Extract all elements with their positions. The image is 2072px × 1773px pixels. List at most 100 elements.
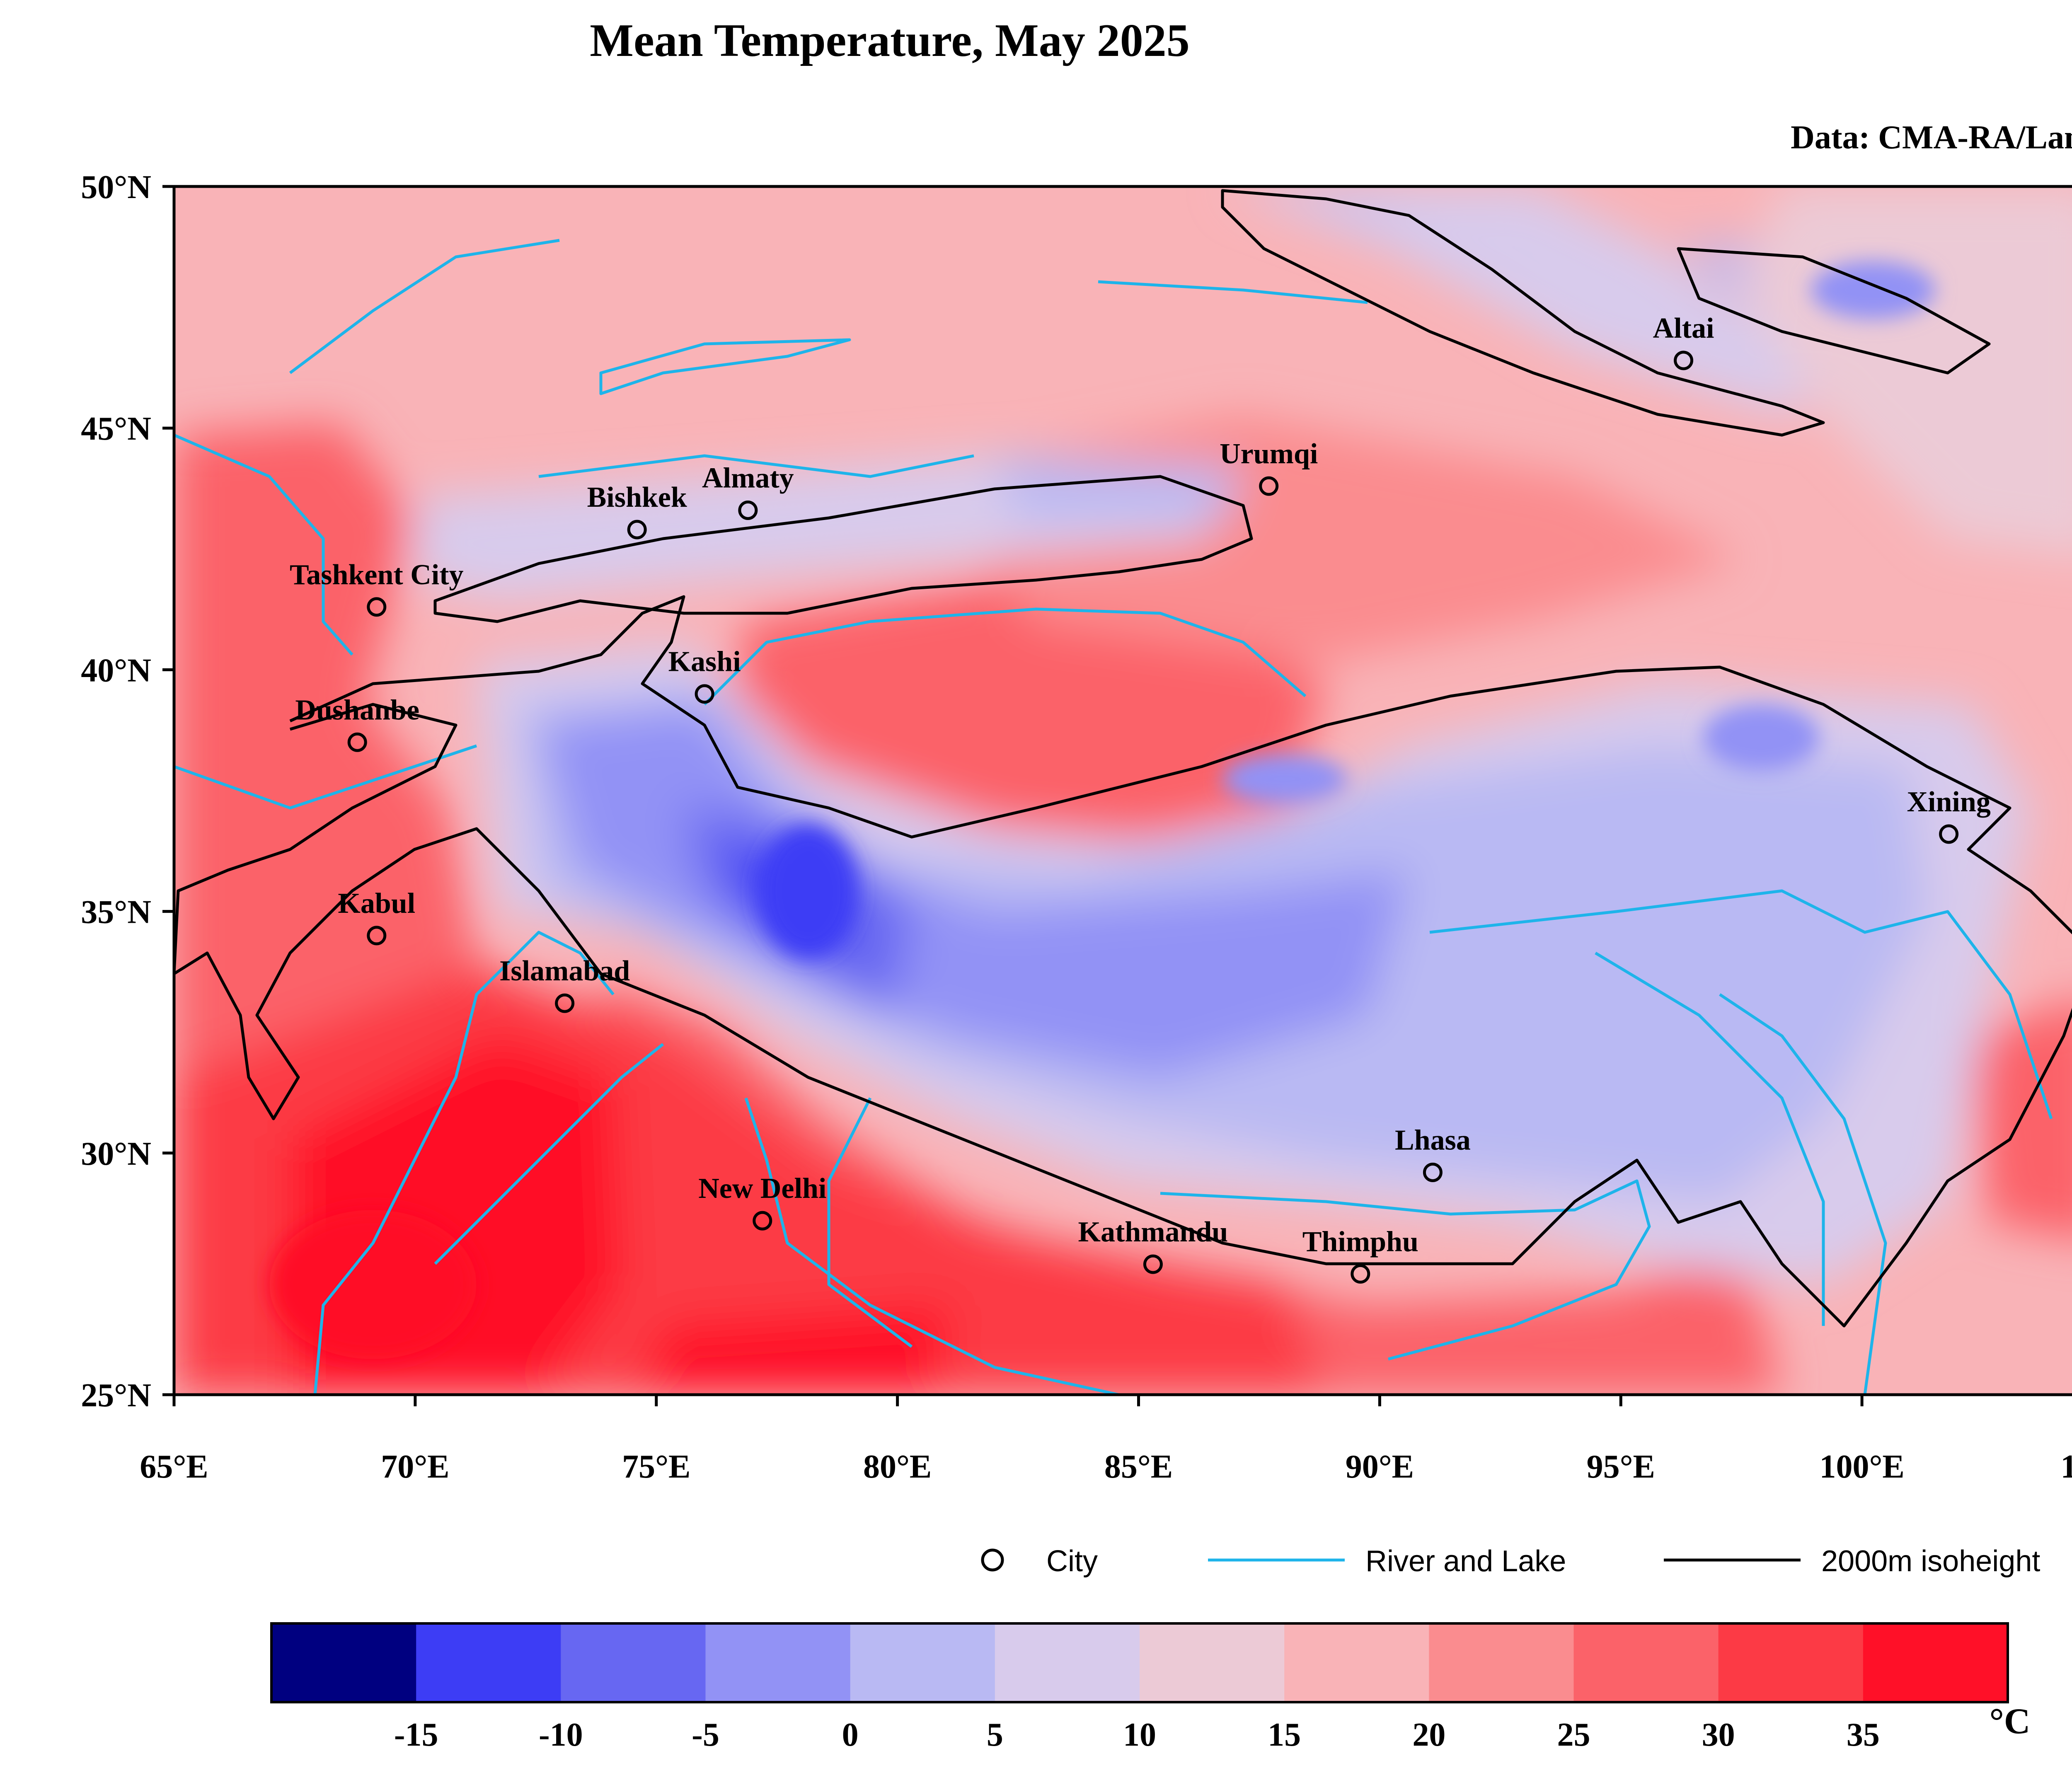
colorbar-bin <box>1718 1623 1864 1702</box>
lon-tick-label: 80°E <box>863 1449 932 1485</box>
city-marker <box>555 993 575 1013</box>
northern-river <box>289 239 560 374</box>
city-marker <box>753 1211 772 1231</box>
tianshan-contour <box>433 475 1253 623</box>
syr-darya <box>174 433 353 656</box>
city-label: Kathmandu <box>1078 1216 1228 1248</box>
figure-title: Mean Temperature, May 2025 <box>590 15 1190 66</box>
city-marker <box>367 597 387 617</box>
city-marker <box>1143 1254 1163 1274</box>
colorbar-bin <box>850 1623 995 1702</box>
lon-tick-label: 100°E <box>1819 1449 1904 1485</box>
colorbar-bin <box>1863 1623 2008 1702</box>
city-marker <box>1674 351 1694 370</box>
data-source: Data: CMA-RA/Land <box>1791 119 2072 156</box>
city-label: Lhasa <box>1395 1124 1471 1156</box>
city-label: Altai <box>1653 312 1714 344</box>
river-legend-label: River and Lake <box>1365 1545 1566 1578</box>
rivers-and-lakes <box>174 239 2053 1395</box>
colorbar-bin <box>561 1623 706 1702</box>
city-label: Kabul <box>338 888 415 919</box>
city-label: Urumqi <box>1220 438 1318 470</box>
city-marker <box>1423 1162 1443 1182</box>
tarim-river <box>703 607 1307 706</box>
colorbar-bin <box>1284 1623 1429 1702</box>
colorbar-tick-label: 20 <box>1412 1717 1445 1753</box>
ili-river <box>538 454 974 478</box>
lat-tick-label: 50°N <box>81 169 151 206</box>
altai-contour <box>1221 189 1825 437</box>
lon-tick-label: 105°E <box>2060 1449 2072 1485</box>
mongolian-altai-contour <box>1677 247 1991 375</box>
colorbar-tick-label: -10 <box>539 1717 583 1753</box>
colorbar-bin <box>995 1623 1140 1702</box>
colorbar-tick-label: 15 <box>1268 1717 1301 1753</box>
yarlung-tsangpo <box>1160 1179 1651 1361</box>
lat-tick-label: 45°N <box>81 411 151 447</box>
colorbar-bin <box>416 1623 561 1702</box>
colorbar-bin <box>1573 1623 1719 1702</box>
colorbar-unit: °C <box>1990 1701 2031 1742</box>
yellow-river <box>1429 889 2053 1120</box>
lon-tick-label: 65°E <box>140 1449 208 1485</box>
city-label: Xining <box>1907 786 1990 818</box>
city-markers: Altai Urumqi Almaty Bishkek Tashkent City Kas… <box>290 312 1991 1284</box>
city-marker <box>1939 824 1959 844</box>
longitude-axis: 65°E 70°E 75°E 80°E 85°E 90°E 95°E 100°E 105°E <box>140 1395 2072 1485</box>
ganges-tributary <box>827 1097 913 1348</box>
city-marker <box>347 732 367 752</box>
irtysh-river <box>1098 280 1368 304</box>
colorbar-tick-label: -15 <box>394 1717 438 1753</box>
isoheight-2000m <box>174 189 2072 1328</box>
city-label: Kashi <box>668 646 741 678</box>
latitude-axis: 50°N 45°N 40°N 35°N 30°N 25°N <box>81 169 174 1414</box>
city-label: Tashkent City <box>290 559 464 591</box>
colorbar-bin <box>1429 1623 1574 1702</box>
city-label: New Delhi <box>698 1173 826 1205</box>
colorbar-tick-label: 10 <box>1123 1717 1156 1753</box>
city-label: Almaty <box>702 462 794 494</box>
colorbar-tick-label: 30 <box>1702 1717 1735 1753</box>
city-label: Dushanbe <box>295 694 419 726</box>
colorbar-bin <box>271 1623 416 1702</box>
sutlej-river <box>434 1043 664 1265</box>
lon-tick-label: 70°E <box>381 1449 449 1485</box>
city-marker <box>738 500 758 520</box>
colorbar-tick-label: -5 <box>692 1717 719 1753</box>
colorbar-bin <box>1140 1623 1285 1702</box>
tibetan-plateau-contour <box>174 595 2072 1328</box>
colorbar-bin <box>705 1623 851 1702</box>
city-label: Islamabad <box>499 955 630 987</box>
lat-tick-label: 25°N <box>81 1377 151 1414</box>
city-legend-label: City <box>1046 1545 1098 1578</box>
lat-tick-label: 35°N <box>81 894 151 931</box>
indus-river <box>313 931 615 1395</box>
city-marker <box>695 684 714 704</box>
mekong-salween <box>1719 993 1887 1395</box>
lon-tick-label: 95°E <box>1587 1449 1655 1485</box>
city-marker <box>1259 476 1279 496</box>
lon-tick-label: 75°E <box>622 1449 690 1485</box>
map-legend: City River and Lake 2000m isoheight <box>981 1545 2040 1578</box>
city-label: Bishkek <box>587 481 687 513</box>
lat-tick-label: 30°N <box>81 1136 151 1172</box>
amu-darya <box>174 744 477 810</box>
isoheight-legend-label: 2000m isoheight <box>1821 1545 2040 1578</box>
city-legend-marker <box>981 1548 1004 1572</box>
colorbar-tick-label: 5 <box>987 1717 1003 1753</box>
temperature-colorbar: -15 -10 -5 0 5 10 15 20 25 30 35 <box>270 1622 2009 1753</box>
colorbar-frame <box>270 1622 2009 1703</box>
lon-tick-label: 85°E <box>1104 1449 1173 1485</box>
temperature-field <box>174 186 2072 1395</box>
colorbar-tick-label: 0 <box>842 1717 859 1753</box>
lon-tick-label: 90°E <box>1346 1449 1414 1485</box>
city-marker <box>627 520 647 539</box>
colorbar-tick-label: 25 <box>1557 1717 1590 1753</box>
colorbar-tick-label: 35 <box>1847 1717 1880 1753</box>
lat-tick-label: 40°N <box>81 652 151 689</box>
balkhash-lake <box>599 338 851 395</box>
city-marker <box>367 926 387 946</box>
city-marker <box>1351 1264 1370 1284</box>
